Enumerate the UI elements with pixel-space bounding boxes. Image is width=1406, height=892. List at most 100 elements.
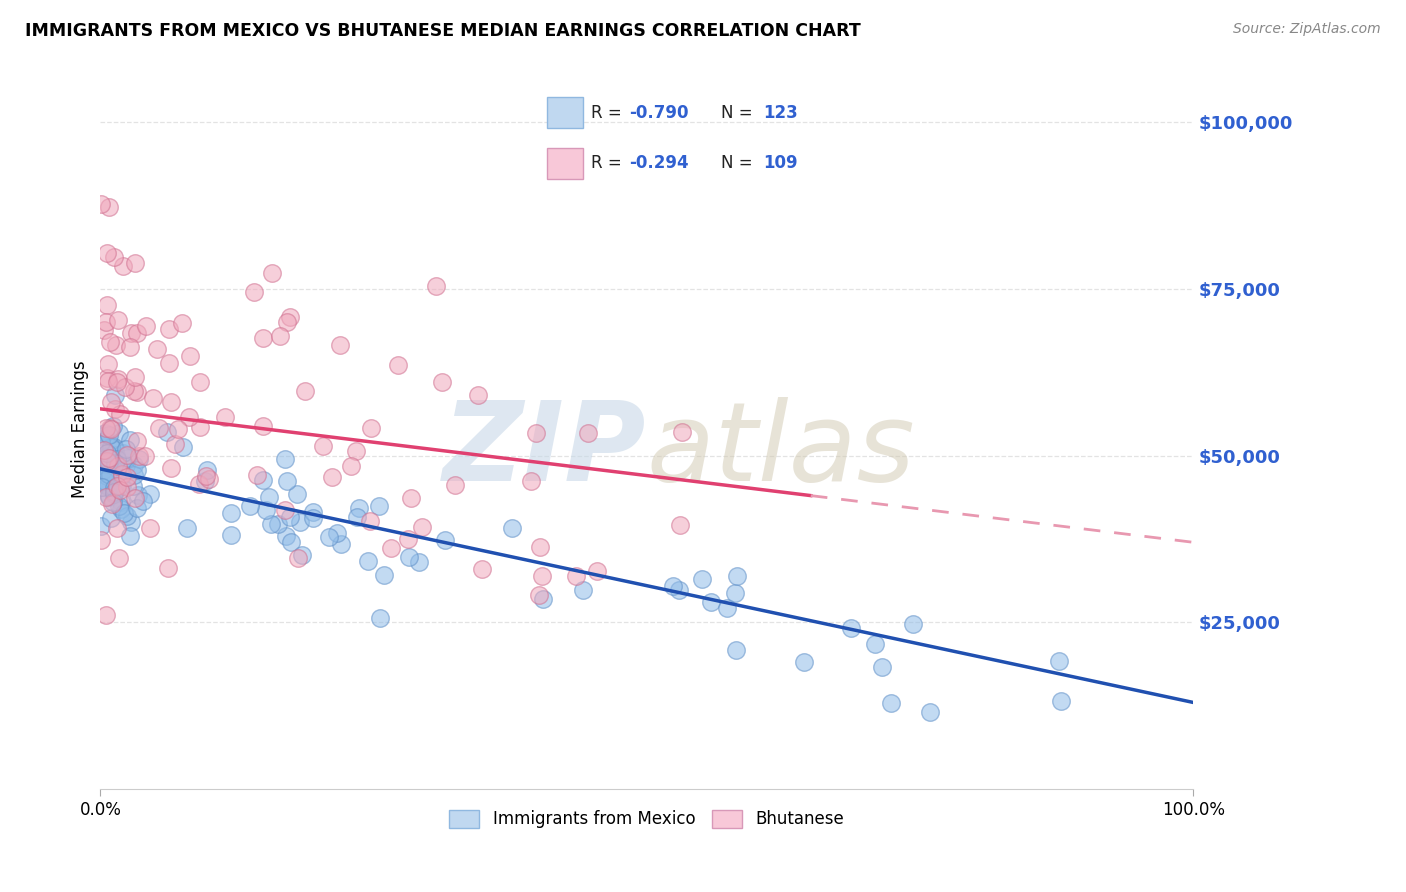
Point	[104, 388, 127, 402]
Point	[294, 384, 316, 398]
Point	[725, 569, 748, 583]
Point	[501, 521, 523, 535]
Point	[94, 315, 117, 329]
Point	[94, 474, 117, 488]
Point	[662, 579, 685, 593]
Point	[127, 488, 149, 502]
Point	[128, 449, 150, 463]
Point	[321, 470, 343, 484]
Point	[380, 541, 402, 556]
Point	[793, 655, 815, 669]
Point	[110, 495, 132, 509]
Point	[100, 440, 122, 454]
Text: Source: ZipAtlas.com: Source: ZipAtlas.com	[1233, 22, 1381, 37]
Point	[329, 338, 352, 352]
Point	[242, 285, 264, 300]
Point	[872, 659, 894, 673]
Point	[98, 466, 121, 480]
Point	[398, 550, 420, 565]
Point	[172, 440, 194, 454]
Point	[90, 518, 112, 533]
Point	[96, 446, 118, 460]
Point	[901, 616, 924, 631]
Point	[114, 380, 136, 394]
Point	[700, 595, 723, 609]
Point	[122, 467, 145, 482]
Point	[529, 540, 551, 554]
Point	[96, 245, 118, 260]
Point	[125, 434, 148, 448]
Point	[100, 422, 122, 436]
Point	[254, 502, 277, 516]
Point	[107, 458, 129, 473]
Point	[387, 358, 409, 372]
Point	[160, 461, 183, 475]
Point	[100, 462, 122, 476]
Text: ZIP: ZIP	[443, 397, 647, 504]
Point	[160, 394, 183, 409]
Point	[108, 499, 131, 513]
Point	[530, 569, 553, 583]
Point	[880, 696, 903, 710]
Point	[100, 395, 122, 409]
Point	[122, 384, 145, 398]
Point	[290, 515, 312, 529]
Point	[108, 426, 131, 441]
Point	[105, 338, 128, 352]
Point	[97, 467, 120, 482]
Point	[326, 525, 349, 540]
Point	[188, 375, 211, 389]
Point	[239, 499, 262, 513]
Point	[1049, 694, 1071, 708]
Point	[219, 506, 242, 520]
Point	[531, 591, 554, 606]
Point	[524, 425, 547, 440]
Point	[267, 517, 290, 532]
Point	[118, 340, 141, 354]
Point	[103, 487, 125, 501]
Point	[111, 467, 134, 482]
Legend: Immigrants from Mexico, Bhutanese: Immigrants from Mexico, Bhutanese	[443, 803, 851, 835]
Point	[90, 533, 112, 547]
Point	[94, 450, 117, 465]
Point	[302, 505, 325, 519]
Point	[97, 477, 120, 491]
Point	[98, 490, 121, 504]
Point	[411, 519, 433, 533]
Point	[111, 479, 134, 493]
Point	[156, 425, 179, 439]
Point	[97, 489, 120, 503]
Point	[100, 438, 122, 452]
Point	[520, 474, 543, 488]
Point	[98, 468, 121, 483]
Point	[108, 551, 131, 566]
Point	[219, 527, 242, 541]
Point	[1047, 654, 1070, 668]
Point	[105, 479, 128, 493]
Point	[285, 486, 308, 500]
Point	[97, 357, 120, 371]
Point	[104, 457, 127, 471]
Point	[280, 535, 302, 549]
Point	[344, 444, 367, 458]
Point	[179, 409, 201, 424]
Point	[105, 521, 128, 535]
Point	[111, 446, 134, 460]
Point	[671, 425, 693, 439]
Point	[97, 427, 120, 442]
Point	[124, 256, 146, 270]
Point	[138, 521, 160, 535]
Point	[918, 706, 941, 720]
Point	[471, 562, 494, 576]
Point	[146, 342, 169, 356]
Point	[94, 478, 117, 492]
Point	[98, 200, 121, 214]
Point	[443, 477, 465, 491]
Point	[101, 495, 124, 509]
Point	[318, 530, 340, 544]
Point	[527, 588, 550, 602]
Point	[108, 407, 131, 421]
Point	[408, 555, 430, 569]
Point	[565, 568, 588, 582]
Point	[94, 421, 117, 435]
